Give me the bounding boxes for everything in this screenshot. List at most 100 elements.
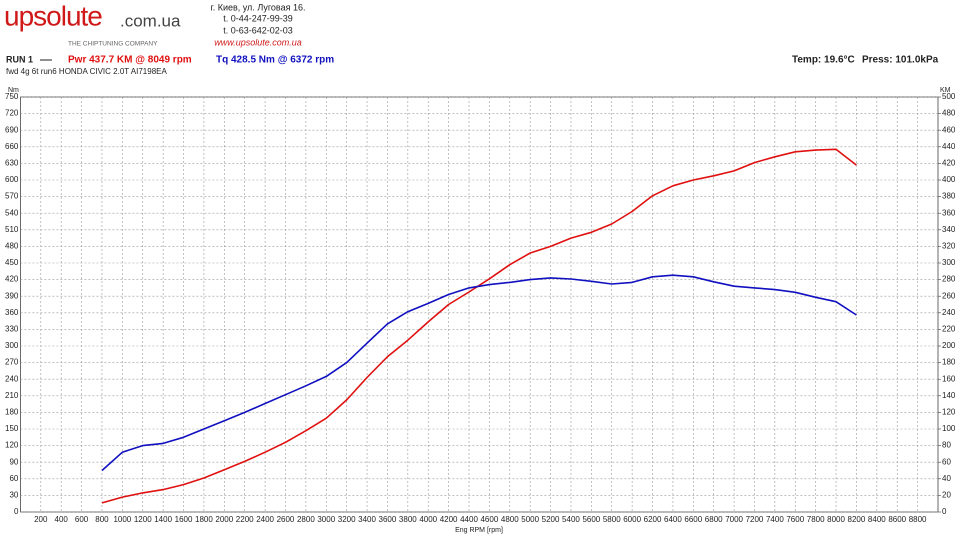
x-tick-label: 7400 [766, 515, 784, 524]
y2-tick-label: 20 [942, 491, 951, 500]
y-tick-label: 600 [5, 175, 19, 184]
logo-tagline: THE CHIPTUNING COMPANY [68, 41, 158, 48]
y2-tick-label: 160 [942, 374, 956, 383]
address: г. Киев, ул. Луговая 16. [211, 2, 306, 12]
x-tick-label: 6600 [684, 515, 702, 524]
x-tick-label: 7800 [807, 515, 825, 524]
y-tick-label: 570 [5, 192, 19, 201]
y2-tick-label: 380 [942, 192, 956, 201]
y-axis-label: Nm [8, 87, 19, 94]
x-tick-label: 6400 [664, 515, 682, 524]
x-tick-label: 2200 [236, 515, 254, 524]
x-tick-label: 4000 [419, 515, 437, 524]
y2-tick-label: 100 [942, 424, 956, 433]
y2-tick-label: 500 [942, 92, 956, 101]
y2-tick-label: 0 [942, 507, 947, 516]
y2-tick-label: 200 [942, 341, 956, 350]
y2-tick-label: 320 [942, 242, 956, 251]
x-tick-label: 6000 [623, 515, 641, 524]
y2-tick-label: 280 [942, 275, 956, 284]
y-tick-label: 270 [5, 358, 19, 367]
x-tick-label: 4600 [480, 515, 498, 524]
y-tick-label: 60 [9, 474, 18, 483]
x-tick-label: 1800 [195, 515, 213, 524]
y-tick-label: 90 [9, 457, 18, 466]
x-tick-label: 3000 [317, 515, 335, 524]
y-tick-label: 150 [5, 424, 19, 433]
y2-tick-label: 40 [942, 474, 951, 483]
x-tick-label: 4400 [460, 515, 478, 524]
y2-tick-label: 60 [942, 457, 951, 466]
y-tick-label: 30 [9, 491, 18, 500]
x-axis-label: Eng RPM [rpm] [455, 527, 503, 534]
series-line [101, 274, 857, 472]
y2-tick-label: 340 [942, 225, 956, 234]
x-tick-label: 5800 [603, 515, 621, 524]
series-line [101, 148, 857, 504]
y-tick-label: 240 [5, 374, 19, 383]
y2-axis-label: KM [940, 87, 951, 94]
y2-tick-label: 260 [942, 291, 956, 300]
y-tick-label: 330 [5, 325, 19, 334]
run-label: RUN 1 [6, 54, 33, 64]
x-tick-label: 7200 [746, 515, 764, 524]
x-tick-label: 6200 [644, 515, 662, 524]
x-tick-label: 200 [34, 515, 48, 524]
y2-tick-label: 220 [942, 325, 956, 334]
website: www.upsolute.com.ua [214, 37, 302, 47]
x-tick-label: 600 [75, 515, 89, 524]
x-tick-label: 4200 [440, 515, 458, 524]
plot-frame [19, 96, 939, 513]
y-tick-label: 720 [5, 109, 19, 118]
x-tick-label: 7000 [725, 515, 743, 524]
x-tick-label: 8400 [868, 515, 886, 524]
y-tick-label: 660 [5, 142, 19, 151]
x-tick-label: 8200 [848, 515, 866, 524]
logo: upsolute [4, 0, 102, 31]
y-tick-label: 630 [5, 159, 19, 168]
x-tick-label: 5000 [521, 515, 539, 524]
y2-tick-label: 400 [942, 175, 956, 184]
y-tick-label: 450 [5, 258, 19, 267]
x-tick-label: 2600 [277, 515, 295, 524]
y-tick-label: 300 [5, 341, 19, 350]
y-tick-label: 360 [5, 308, 19, 317]
y2-tick-label: 240 [942, 308, 956, 317]
y-tick-label: 510 [5, 225, 19, 234]
phone: t. 0-63-642-02-03 [223, 25, 293, 35]
y2-tick-label: 460 [942, 125, 956, 134]
y2-tick-label: 440 [942, 142, 956, 151]
y-tick-label: 480 [5, 242, 19, 251]
x-tick-label: 1000 [113, 515, 131, 524]
y-tick-label: 540 [5, 208, 19, 217]
x-tick-label: 6800 [705, 515, 723, 524]
y2-tick-label: 80 [942, 441, 951, 450]
x-tick-label: 5200 [542, 515, 560, 524]
phone: t. 0-44-247-99-39 [223, 13, 293, 23]
legend-entry: Tq 428.5 Nm @ 6372 rpm [216, 55, 334, 66]
y-tick-label: 420 [5, 275, 19, 284]
x-tick-label: 8600 [888, 515, 906, 524]
logo-domain: .com.ua [120, 11, 181, 30]
x-tick-label: 1600 [175, 515, 193, 524]
y2-tick-label: 180 [942, 358, 956, 367]
y-tick-label: 120 [5, 441, 19, 450]
y2-tick-label: 300 [942, 258, 956, 267]
x-tick-label: 5400 [562, 515, 580, 524]
x-tick-label: 4800 [501, 515, 519, 524]
vehicle: fwd 4g 6t run6 HONDA CIVIC 2.0T AI7198EA [6, 67, 167, 76]
y-tick-label: 0 [14, 507, 19, 516]
x-tick-label: 1200 [134, 515, 152, 524]
x-tick-label: 2000 [215, 515, 233, 524]
y2-tick-label: 480 [942, 109, 956, 118]
x-tick-label: 400 [55, 515, 69, 524]
y-tick-label: 750 [5, 92, 19, 101]
x-tick-label: 2800 [297, 515, 315, 524]
y-tick-label: 390 [5, 291, 19, 300]
x-tick-label: 3600 [379, 515, 397, 524]
x-tick-label: 1400 [154, 515, 172, 524]
temp: Temp: 19.6°C [792, 55, 855, 66]
y-tick-label: 210 [5, 391, 19, 400]
y-tick-label: 690 [5, 125, 19, 134]
